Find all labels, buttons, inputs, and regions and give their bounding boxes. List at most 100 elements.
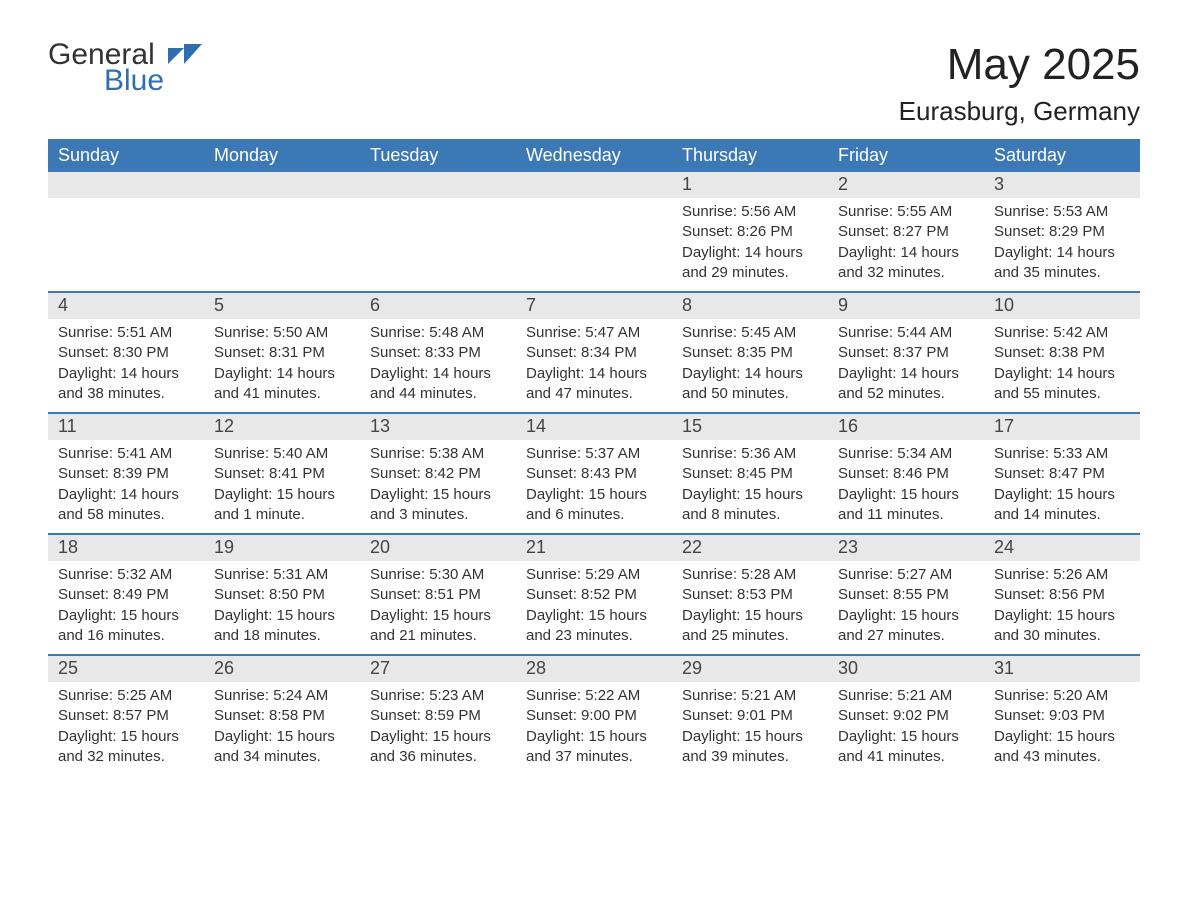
day-details <box>516 198 672 210</box>
sunset-text: Sunset: 8:52 PM <box>526 585 662 605</box>
daylight-text: Daylight: 14 hours and 32 minutes. <box>838 243 974 284</box>
brand-word-2: Blue <box>104 66 164 96</box>
day-number: 7 <box>516 293 672 319</box>
daylight-text: Daylight: 15 hours and 16 minutes. <box>58 606 194 647</box>
day-details: Sunrise: 5:50 AMSunset: 8:31 PMDaylight:… <box>204 319 360 412</box>
sunrise-text: Sunrise: 5:42 AM <box>994 323 1130 343</box>
dow-tuesday: Tuesday <box>360 139 516 172</box>
sunset-text: Sunset: 8:33 PM <box>370 343 506 363</box>
day-details: Sunrise: 5:28 AMSunset: 8:53 PMDaylight:… <box>672 561 828 654</box>
calendar-day: 20Sunrise: 5:30 AMSunset: 8:51 PMDayligh… <box>360 535 516 654</box>
sunrise-text: Sunrise: 5:21 AM <box>682 686 818 706</box>
sunset-text: Sunset: 8:51 PM <box>370 585 506 605</box>
day-number: 22 <box>672 535 828 561</box>
calendar-day: 22Sunrise: 5:28 AMSunset: 8:53 PMDayligh… <box>672 535 828 654</box>
weeks-container: 1Sunrise: 5:56 AMSunset: 8:26 PMDaylight… <box>48 172 1140 775</box>
sunrise-text: Sunrise: 5:38 AM <box>370 444 506 464</box>
sunrise-text: Sunrise: 5:45 AM <box>682 323 818 343</box>
daylight-text: Daylight: 15 hours and 8 minutes. <box>682 485 818 526</box>
day-details: Sunrise: 5:44 AMSunset: 8:37 PMDaylight:… <box>828 319 984 412</box>
day-details: Sunrise: 5:48 AMSunset: 8:33 PMDaylight:… <box>360 319 516 412</box>
day-number: 29 <box>672 656 828 682</box>
sunrise-text: Sunrise: 5:40 AM <box>214 444 350 464</box>
daylight-text: Daylight: 15 hours and 30 minutes. <box>994 606 1130 647</box>
sunset-text: Sunset: 8:58 PM <box>214 706 350 726</box>
day-details <box>360 198 516 210</box>
day-details: Sunrise: 5:25 AMSunset: 8:57 PMDaylight:… <box>48 682 204 775</box>
calendar-day: 9Sunrise: 5:44 AMSunset: 8:37 PMDaylight… <box>828 293 984 412</box>
daylight-text: Daylight: 14 hours and 58 minutes. <box>58 485 194 526</box>
daylight-text: Daylight: 15 hours and 18 minutes. <box>214 606 350 647</box>
daylight-text: Daylight: 15 hours and 43 minutes. <box>994 727 1130 768</box>
sunset-text: Sunset: 9:01 PM <box>682 706 818 726</box>
sunrise-text: Sunrise: 5:22 AM <box>526 686 662 706</box>
sunset-text: Sunset: 8:55 PM <box>838 585 974 605</box>
calendar-day: 19Sunrise: 5:31 AMSunset: 8:50 PMDayligh… <box>204 535 360 654</box>
day-number: 14 <box>516 414 672 440</box>
dow-thursday: Thursday <box>672 139 828 172</box>
sunrise-text: Sunrise: 5:32 AM <box>58 565 194 585</box>
calendar-day: 14Sunrise: 5:37 AMSunset: 8:43 PMDayligh… <box>516 414 672 533</box>
calendar-day: 12Sunrise: 5:40 AMSunset: 8:41 PMDayligh… <box>204 414 360 533</box>
day-number: 30 <box>828 656 984 682</box>
daylight-text: Daylight: 14 hours and 55 minutes. <box>994 364 1130 405</box>
day-number: 13 <box>360 414 516 440</box>
sunset-text: Sunset: 8:53 PM <box>682 585 818 605</box>
daylight-text: Daylight: 14 hours and 44 minutes. <box>370 364 506 405</box>
calendar-day: 26Sunrise: 5:24 AMSunset: 8:58 PMDayligh… <box>204 656 360 775</box>
sunrise-text: Sunrise: 5:33 AM <box>994 444 1130 464</box>
sunrise-text: Sunrise: 5:44 AM <box>838 323 974 343</box>
sunset-text: Sunset: 8:46 PM <box>838 464 974 484</box>
day-details: Sunrise: 5:23 AMSunset: 8:59 PMDaylight:… <box>360 682 516 775</box>
brand-text-block: General Blue <box>48 40 164 96</box>
sunset-text: Sunset: 8:49 PM <box>58 585 194 605</box>
day-number <box>360 172 516 198</box>
daylight-text: Daylight: 15 hours and 14 minutes. <box>994 485 1130 526</box>
sunrise-text: Sunrise: 5:41 AM <box>58 444 194 464</box>
dow-wednesday: Wednesday <box>516 139 672 172</box>
calendar-day: 8Sunrise: 5:45 AMSunset: 8:35 PMDaylight… <box>672 293 828 412</box>
daylight-text: Daylight: 15 hours and 3 minutes. <box>370 485 506 526</box>
day-number: 31 <box>984 656 1140 682</box>
day-details: Sunrise: 5:24 AMSunset: 8:58 PMDaylight:… <box>204 682 360 775</box>
sunrise-text: Sunrise: 5:30 AM <box>370 565 506 585</box>
day-details <box>204 198 360 210</box>
day-number: 20 <box>360 535 516 561</box>
day-details: Sunrise: 5:38 AMSunset: 8:42 PMDaylight:… <box>360 440 516 533</box>
day-number: 8 <box>672 293 828 319</box>
day-number: 10 <box>984 293 1140 319</box>
day-details: Sunrise: 5:33 AMSunset: 8:47 PMDaylight:… <box>984 440 1140 533</box>
calendar-day: 31Sunrise: 5:20 AMSunset: 9:03 PMDayligh… <box>984 656 1140 775</box>
daylight-text: Daylight: 15 hours and 23 minutes. <box>526 606 662 647</box>
sunrise-text: Sunrise: 5:31 AM <box>214 565 350 585</box>
sunset-text: Sunset: 8:39 PM <box>58 464 194 484</box>
daylight-text: Daylight: 15 hours and 37 minutes. <box>526 727 662 768</box>
daylight-text: Daylight: 15 hours and 1 minute. <box>214 485 350 526</box>
sunset-text: Sunset: 8:26 PM <box>682 222 818 242</box>
sunset-text: Sunset: 8:47 PM <box>994 464 1130 484</box>
day-details: Sunrise: 5:21 AMSunset: 9:01 PMDaylight:… <box>672 682 828 775</box>
daylight-text: Daylight: 15 hours and 36 minutes. <box>370 727 506 768</box>
sunrise-text: Sunrise: 5:28 AM <box>682 565 818 585</box>
calendar-day: 2Sunrise: 5:55 AMSunset: 8:27 PMDaylight… <box>828 172 984 291</box>
day-details: Sunrise: 5:56 AMSunset: 8:26 PMDaylight:… <box>672 198 828 291</box>
calendar-week: 25Sunrise: 5:25 AMSunset: 8:57 PMDayligh… <box>48 654 1140 775</box>
day-number: 15 <box>672 414 828 440</box>
day-details: Sunrise: 5:51 AMSunset: 8:30 PMDaylight:… <box>48 319 204 412</box>
daylight-text: Daylight: 15 hours and 27 minutes. <box>838 606 974 647</box>
day-details: Sunrise: 5:40 AMSunset: 8:41 PMDaylight:… <box>204 440 360 533</box>
sunrise-text: Sunrise: 5:55 AM <box>838 202 974 222</box>
calendar-day: 7Sunrise: 5:47 AMSunset: 8:34 PMDaylight… <box>516 293 672 412</box>
calendar-grid: Sunday Monday Tuesday Wednesday Thursday… <box>48 139 1140 775</box>
daylight-text: Daylight: 15 hours and 32 minutes. <box>58 727 194 768</box>
calendar-day: 23Sunrise: 5:27 AMSunset: 8:55 PMDayligh… <box>828 535 984 654</box>
day-details: Sunrise: 5:34 AMSunset: 8:46 PMDaylight:… <box>828 440 984 533</box>
day-details: Sunrise: 5:55 AMSunset: 8:27 PMDaylight:… <box>828 198 984 291</box>
day-details: Sunrise: 5:41 AMSunset: 8:39 PMDaylight:… <box>48 440 204 533</box>
brand-flag-icon <box>168 44 202 73</box>
day-number: 19 <box>204 535 360 561</box>
calendar-day <box>360 172 516 291</box>
day-details: Sunrise: 5:36 AMSunset: 8:45 PMDaylight:… <box>672 440 828 533</box>
calendar-day: 16Sunrise: 5:34 AMSunset: 8:46 PMDayligh… <box>828 414 984 533</box>
calendar-day <box>516 172 672 291</box>
